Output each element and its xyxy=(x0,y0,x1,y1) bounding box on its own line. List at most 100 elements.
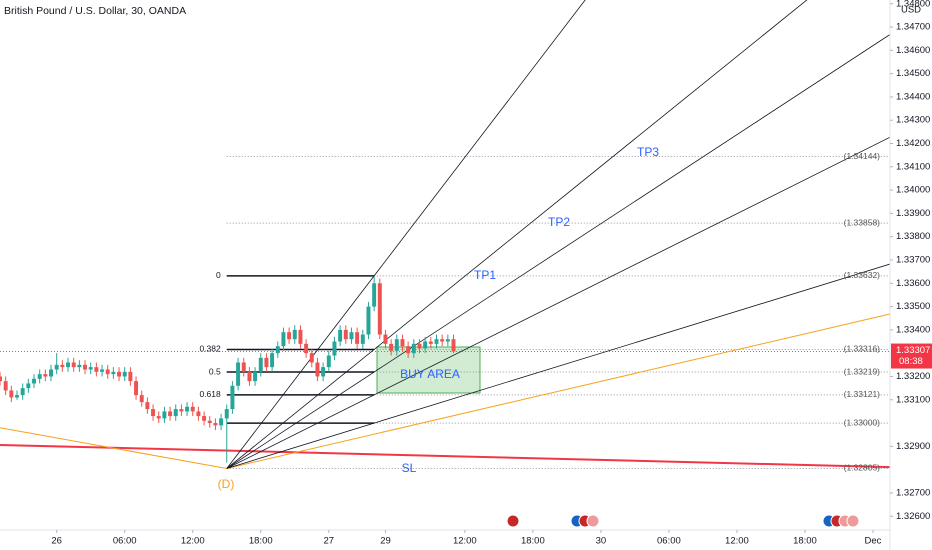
fan-line xyxy=(226,136,890,469)
y-tick-label: 1.34500 xyxy=(896,68,930,79)
candle-body xyxy=(292,329,297,340)
x-tick-label: 27 xyxy=(324,536,335,547)
candle-body xyxy=(355,332,360,344)
y-tick-label: 1.33700 xyxy=(896,255,930,266)
y-tick-label: 1.33400 xyxy=(896,324,930,335)
y-tick-label: 1.34300 xyxy=(896,115,930,126)
candle-body xyxy=(343,329,348,340)
candle-body xyxy=(326,355,331,368)
x-tick-label: 18:00 xyxy=(249,536,273,547)
candle-body xyxy=(423,341,428,349)
y-tick-label: 1.34100 xyxy=(896,161,930,172)
fan-line xyxy=(226,34,890,469)
candle-body xyxy=(20,388,25,396)
candle-body xyxy=(332,341,337,356)
candle-body xyxy=(230,385,235,410)
candle-body xyxy=(451,339,456,352)
x-tick-label: 18:00 xyxy=(793,536,817,547)
x-tick-label: 12:00 xyxy=(725,536,749,547)
candle-body xyxy=(185,406,190,412)
fan-line xyxy=(226,0,808,469)
buy-area-box xyxy=(376,346,481,394)
candle-body xyxy=(134,381,139,396)
candle-body xyxy=(117,371,122,377)
candle-body xyxy=(202,416,207,421)
level-label: (1.33316) xyxy=(844,344,881,354)
y-tick-label: 1.32600 xyxy=(896,511,930,522)
candle-body xyxy=(377,283,382,335)
candle-body xyxy=(32,378,36,384)
candle-body xyxy=(224,409,229,419)
x-tick-label: 18:00 xyxy=(521,536,545,547)
candle-body xyxy=(207,420,212,424)
candle-body xyxy=(168,411,173,417)
last-price-tag xyxy=(891,343,932,369)
event-icons xyxy=(506,514,860,528)
x-tick-label: 06:00 xyxy=(657,536,681,547)
last-price-label: 1.33307 xyxy=(896,345,930,356)
candle-body xyxy=(400,339,405,347)
fan-line xyxy=(226,0,586,469)
candle-body xyxy=(270,353,275,368)
x-tick-label: 12:00 xyxy=(181,536,205,547)
candle-body xyxy=(88,367,93,370)
candle-body xyxy=(60,364,65,368)
candle-body xyxy=(445,339,450,342)
candle-body xyxy=(15,395,19,398)
candle-body xyxy=(275,346,280,354)
x-tick-label: 29 xyxy=(380,536,391,547)
candle-body xyxy=(417,343,422,349)
y-tick-label: 1.33100 xyxy=(896,394,930,405)
x-tick-label: 30 xyxy=(596,536,607,547)
candle-body xyxy=(66,362,71,368)
fib-label: 0.5 xyxy=(209,366,221,376)
candle-body xyxy=(440,339,445,342)
candle-body xyxy=(179,409,184,412)
candle-body xyxy=(213,423,218,426)
candle-body xyxy=(241,362,246,372)
candle-body xyxy=(258,357,263,372)
level-label: (1.33632) xyxy=(844,270,881,280)
tp3-label: TP3 xyxy=(637,145,659,159)
candle-body xyxy=(0,376,2,382)
candle-body xyxy=(111,371,116,375)
candle-body xyxy=(128,371,133,382)
y-tick-label: 1.34200 xyxy=(896,138,930,149)
candle-body xyxy=(406,346,411,354)
candle-body xyxy=(9,390,14,398)
candle-body xyxy=(287,332,292,340)
x-tick-label: 06:00 xyxy=(113,536,137,547)
y-tick-label: 1.34600 xyxy=(896,45,930,56)
red-trend-line xyxy=(0,443,890,469)
candle-body xyxy=(394,339,399,351)
chart-title: British Pound / U.S. Dollar, 30, OANDA xyxy=(4,5,186,17)
fib-label: 0.382 xyxy=(199,344,221,354)
candle-body xyxy=(54,364,59,370)
plot-area xyxy=(0,0,890,470)
candle-body xyxy=(309,353,314,363)
candle-body xyxy=(100,369,105,372)
candle-body xyxy=(37,374,42,379)
candle-body xyxy=(219,418,224,426)
tp2-label: TP2 xyxy=(548,215,570,229)
candle-body xyxy=(434,339,439,344)
candle-body xyxy=(247,371,252,382)
candle-body xyxy=(321,367,326,377)
level-label: (1.32805) xyxy=(844,463,881,473)
candle-body xyxy=(383,334,388,344)
y-tick-label: 1.34400 xyxy=(896,91,930,102)
candle-body xyxy=(360,334,365,344)
currency: USD xyxy=(901,5,921,16)
y-tick-label: 1.33500 xyxy=(896,301,930,312)
candle-body xyxy=(338,329,343,342)
fan-line xyxy=(226,263,890,469)
candle-body xyxy=(77,364,82,368)
candle-body xyxy=(145,402,150,410)
candle-body xyxy=(389,343,394,351)
candle-body xyxy=(428,341,433,344)
candle-body xyxy=(3,381,8,391)
candle-body xyxy=(71,362,76,368)
candle-body xyxy=(411,343,416,354)
level-label: (1.33858) xyxy=(844,217,881,227)
candle-body xyxy=(315,362,320,377)
